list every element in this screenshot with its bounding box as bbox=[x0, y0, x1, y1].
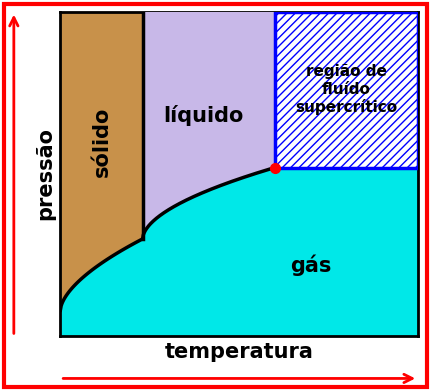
Text: gás: gás bbox=[289, 254, 331, 276]
Polygon shape bbox=[142, 12, 274, 239]
X-axis label: temperatura: temperatura bbox=[164, 342, 313, 362]
Text: região de
fluído
supercrítico: região de fluído supercrítico bbox=[295, 64, 396, 115]
Y-axis label: pressão: pressão bbox=[35, 127, 55, 221]
Polygon shape bbox=[60, 12, 142, 336]
FancyBboxPatch shape bbox=[274, 12, 417, 167]
Text: líquido: líquido bbox=[163, 105, 243, 126]
Text: sólido: sólido bbox=[91, 106, 111, 177]
